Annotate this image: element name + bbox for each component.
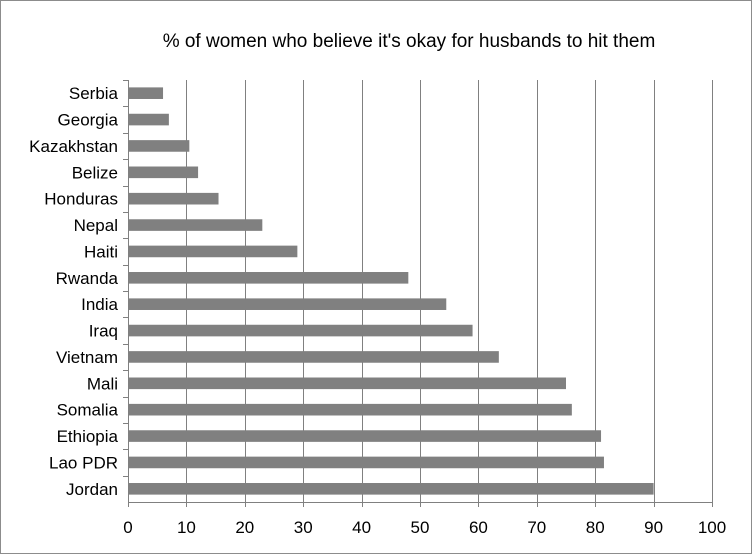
y-tick-label: Iraq [89,322,118,341]
y-tick-label: Nepal [74,216,118,235]
bar-lao-pdr [129,456,604,469]
bar-serbia [129,87,164,99]
x-tick-label: 80 [586,518,605,537]
chart-title: % of women who believe it's okay for hus… [163,31,656,52]
x-axis-ticks: 0 10 20 30 40 50 60 70 80 90 100 [123,502,726,537]
bar-jordan [129,483,654,495]
y-tick-label: Georgia [58,111,119,130]
x-tick-label: 100 [698,518,726,537]
x-tick-label: 50 [411,518,430,537]
x-tick-label: 20 [235,518,254,537]
bar-ethiopia [129,430,602,442]
bar-mali [129,377,566,390]
y-tick-label: Belize [72,163,118,182]
bar-haiti [129,245,298,258]
y-tick-label: Ethiopia [57,427,119,446]
bar-iraq [129,324,473,337]
y-tick-label: Jordan [66,480,118,499]
bar-belize [129,166,199,179]
bar-india [129,298,447,310]
y-tick-label: Rwanda [56,269,119,288]
y-axis-labels: Serbia Georgia Kazakhstan Belize Honduras Nep… [29,80,128,499]
x-tick-label: 70 [527,518,546,537]
bar-kazakhstan [129,140,190,152]
x-tick-label: 90 [644,518,663,537]
bars [129,87,654,495]
y-tick-label: India [81,295,118,314]
y-tick-label: Vietnam [56,348,118,367]
y-tick-label: Kazakhstan [29,137,118,156]
y-tick-label: Haiti [84,242,118,261]
x-tick-label: 0 [123,518,132,537]
x-tick-label: 40 [352,518,371,537]
y-tick-label: Serbia [69,84,119,103]
bar-nepal [129,219,263,231]
y-tick-label: Lao PDR [49,453,118,472]
x-tick-label: 60 [469,518,488,537]
y-tick-label: Mali [87,374,118,393]
bar-somalia [129,403,572,416]
y-tick-label: Honduras [44,190,118,209]
bar-georgia [129,113,169,126]
bar-honduras [129,192,219,205]
bar-rwanda [129,272,409,284]
y-tick-label: Somalia [57,401,119,420]
x-tick-label: 10 [177,518,196,537]
x-tick-label: 30 [294,518,313,537]
bar-vietnam [129,351,499,363]
